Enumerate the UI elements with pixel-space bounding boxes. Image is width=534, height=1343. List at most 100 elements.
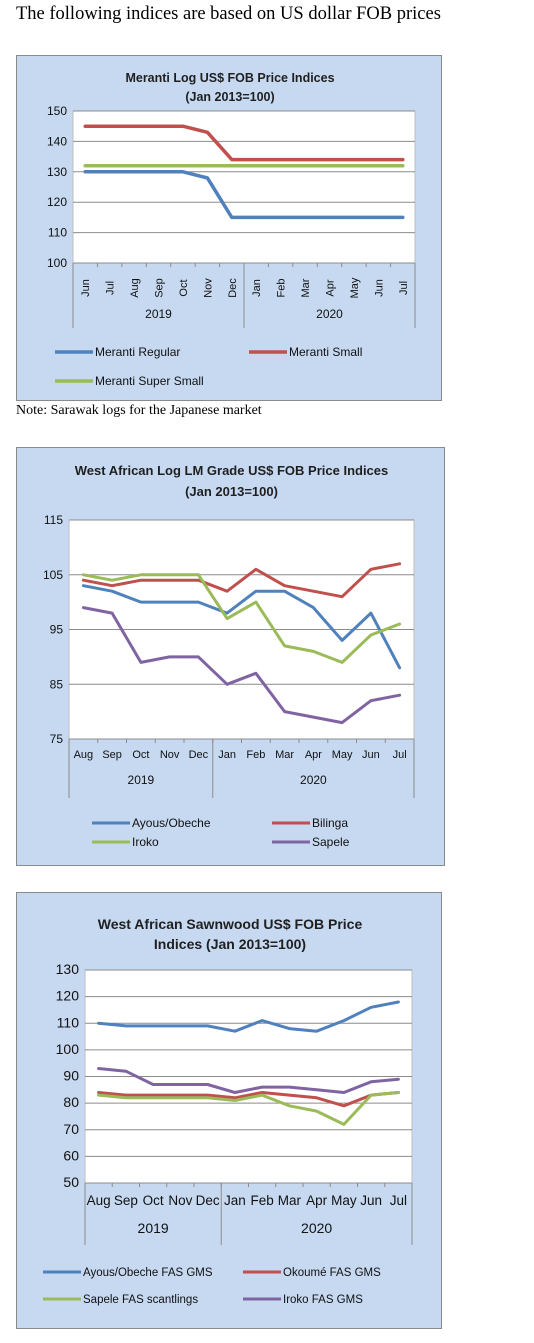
x-tick-label: Feb [246,749,265,761]
x-tick-label: Dec [227,278,239,298]
west-african-sawnwood-chart: West African Sawnwood US$ FOB Price Indic… [43,916,413,1306]
x-tick-label: Aug [129,278,141,298]
legend-label: Ayous/Obeche FAS GMS [83,1267,213,1279]
y-tick-label: 95 [50,623,64,637]
x-tick-label: Jul [390,1193,407,1208]
y-tick-label: 70 [63,1121,79,1137]
chart-title-line: West African Log LM Grade US$ FOB Price … [75,463,389,478]
x-tick-label: Nov [168,1193,192,1208]
series-line [81,606,402,725]
x-tick-label: Mar [278,1193,302,1208]
x-tick-label: Feb [250,1193,273,1208]
x-tick-label: Nov [160,749,180,761]
series-line [81,584,402,670]
x-tick-label: Dec [196,1193,220,1208]
west-african-log-chart-panel: West African Log LM Grade US$ FOB Price … [16,447,445,866]
series-line [97,1000,400,1033]
plot-area [72,110,416,264]
x-tick-label: Oct [132,749,149,761]
x-tick-label: Nov [202,278,214,298]
year-group-label: 2020 [316,307,343,321]
x-tick-label: Jan [218,749,236,761]
meranti-chart-panel: Meranti Log US$ FOB Price Indices (Jan 20… [16,55,442,401]
y-tick-label: 60 [63,1147,79,1163]
x-tick-label: Sep [154,278,166,298]
y-tick-label: 140 [47,134,67,148]
y-tick-label: 100 [56,1041,80,1057]
y-tick-label: 110 [48,226,67,240]
x-tick-label: Dec [189,749,209,761]
y-tick-label: 50 [63,1174,79,1190]
x-tick-label: Oct [143,1193,164,1208]
y-tick-label: 130 [47,165,67,179]
x-tick-label: May [349,277,361,298]
legend-label: Okoumé FAS GMS [283,1267,381,1279]
x-tick-label: Jul [393,749,407,761]
x-tick-label: Sep [102,749,122,761]
x-tick-label: Jun [373,279,385,297]
legend-label: Iroko [132,835,159,849]
y-tick-label: 80 [63,1094,79,1110]
series-line [97,1091,400,1108]
x-tick-label: Jun [360,1193,382,1208]
y-tick-label: 85 [50,677,64,691]
page-heading: The following indices are based on US do… [16,4,441,24]
x-tick-label: Apr [306,1193,328,1208]
series-line [81,562,402,599]
y-tick-label: 150 [47,104,67,118]
legend-label: Ayous/Obeche [132,816,211,830]
west-african-sawnwood-chart-panel: West African Sawnwood US$ FOB Price Indic… [16,892,442,1329]
year-group-label: 2019 [138,1220,169,1236]
chart-title-line: West African Sawnwood US$ FOB Price [98,916,363,932]
x-tick-label: Mar [300,278,312,297]
chart-title-line: Indices (Jan 2013=100) [154,936,306,952]
x-tick-label: Jul [398,281,410,295]
x-tick-label: Sep [114,1193,138,1208]
series-line [83,170,405,220]
x-tick-label: Jul [105,281,117,295]
chart-title-line: (Jan 2013=100) [185,484,278,499]
y-tick-label: 100 [47,256,67,270]
legend-label: Bilinga [312,816,348,830]
year-group-label: 2019 [145,307,172,321]
x-tick-label: Jan [224,1193,246,1208]
legend-label: Sapele [312,835,350,849]
year-group-label: 2019 [128,773,155,787]
y-tick-label: 75 [50,732,64,746]
legend-label: Iroko FAS GMS [283,1294,363,1306]
y-tick-label: 130 [56,961,80,977]
series-line [97,1067,400,1094]
x-tick-label: Aug [74,749,94,761]
series-line [81,573,402,664]
west-african-log-chart: West African Log LM Grade US$ FOB Price … [43,463,415,849]
series-line [83,124,405,162]
x-tick-label: Apr [325,279,337,296]
x-tick-label: Oct [178,279,190,296]
y-tick-label: 120 [47,195,67,209]
year-group-label: 2020 [301,1220,332,1236]
y-tick-label: 120 [56,988,80,1004]
x-tick-label: Feb [276,279,288,298]
meranti-chart: Meranti Log US$ FOB Price Indices (Jan 20… [47,71,416,388]
x-tick-label: Jan [251,279,263,297]
legend-label: Meranti Regular [95,345,180,359]
legend-label: Sapele FAS scantlings [83,1294,198,1306]
y-tick-label: 115 [44,513,63,527]
year-group-label: 2020 [300,773,327,787]
legend-label: Meranti Small [289,345,362,359]
x-tick-label: May [332,749,353,761]
x-tick-label: Jun [362,749,380,761]
x-tick-label: May [331,1193,357,1208]
y-tick-label: 110 [57,1014,80,1030]
y-tick-label: 105 [43,568,63,582]
chart-title-line: Meranti Log US$ FOB Price Indices [125,71,334,85]
legend-label: Meranti Super Small [95,374,204,388]
y-tick-label: 90 [63,1068,79,1084]
chart-note: Note: Sarawak logs for the Japanese mark… [16,403,262,418]
x-tick-label: Mar [275,749,294,761]
series-line [97,1091,400,1126]
x-tick-label: Aug [87,1193,111,1208]
x-tick-label: Jun [80,279,92,297]
x-tick-label: Apr [305,749,322,761]
chart-title-line: (Jan 2013=100) [185,90,274,104]
